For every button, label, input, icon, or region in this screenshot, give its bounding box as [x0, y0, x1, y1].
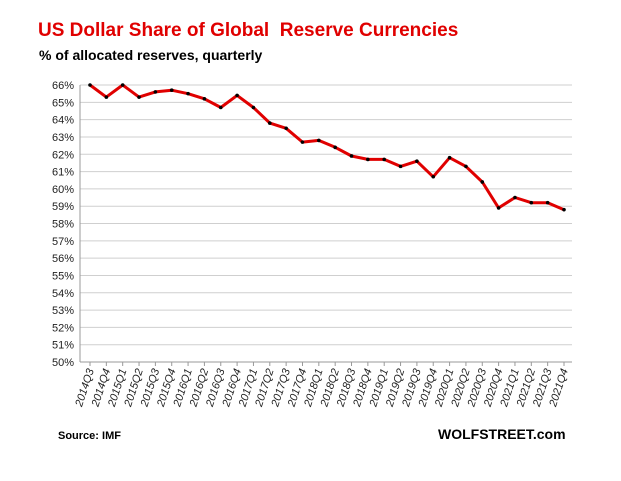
y-tick-label: 64%	[52, 115, 74, 127]
data-point	[153, 90, 158, 94]
series-line	[89, 83, 565, 212]
y-tick-label: 57%	[52, 236, 74, 248]
data-point	[284, 126, 288, 131]
y-tick-label: 61%	[52, 167, 74, 179]
data-point	[300, 140, 305, 144]
data-point	[349, 154, 354, 158]
brand-label: WOLFSTREET.com	[438, 426, 566, 442]
x-axis-ticks: 2014Q32014Q42015Q12015Q22015Q32015Q42016…	[73, 366, 571, 409]
data-point	[496, 206, 501, 210]
data-point	[529, 200, 534, 205]
y-tick-label: 56%	[52, 253, 74, 265]
data-point	[235, 93, 239, 98]
data-point	[382, 157, 387, 162]
data-point	[464, 164, 468, 169]
y-tick-label: 58%	[52, 219, 74, 231]
data-point	[513, 195, 517, 200]
data-point	[104, 95, 109, 99]
data-point	[447, 155, 452, 160]
y-tick-label: 59%	[52, 201, 74, 213]
source-note: Source: IMF	[58, 430, 121, 442]
y-axis-ticks: 50% 51% 52% 53% 54% 55% 56% 57% 58% 59% 60% 61% 62% 6…	[52, 80, 74, 369]
gridlines	[80, 84, 572, 363]
data-point	[120, 83, 125, 87]
axes	[79, 85, 572, 366]
data-point	[137, 95, 141, 99]
data-point	[169, 88, 174, 92]
y-tick-label: 55%	[52, 270, 74, 282]
series-layer	[88, 83, 566, 212]
chart-subtitle: % of allocated reserves, quarterly	[39, 47, 263, 63]
data-point	[317, 138, 321, 143]
y-tick-label: 65%	[52, 97, 74, 109]
data-point	[562, 207, 566, 212]
data-point	[186, 91, 190, 96]
y-tick-label: 63%	[52, 132, 74, 144]
data-point	[415, 159, 419, 163]
y-tick-label: 60%	[52, 184, 74, 196]
data-point	[267, 121, 272, 125]
data-point	[398, 164, 403, 169]
y-tick-label: 66%	[52, 80, 74, 92]
y-tick-label: 54%	[52, 288, 74, 300]
data-point	[251, 105, 256, 110]
data-point	[202, 97, 207, 101]
data-point	[545, 200, 550, 205]
data-point	[366, 157, 370, 162]
data-point	[218, 105, 223, 110]
y-tick-label: 52%	[52, 322, 74, 334]
data-point	[431, 174, 436, 179]
chart-title: US Dollar Share of Global Reserve Curren…	[38, 20, 459, 41]
data-point	[333, 145, 337, 150]
y-tick-label: 51%	[52, 340, 74, 352]
data-point	[480, 180, 485, 184]
y-tick-label: 50%	[52, 357, 74, 369]
data-point	[88, 83, 92, 87]
y-tick-label: 62%	[52, 149, 74, 161]
y-tick-label: 53%	[52, 305, 74, 317]
